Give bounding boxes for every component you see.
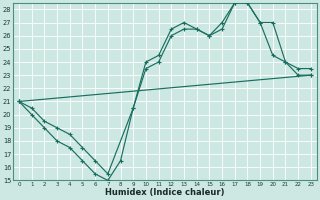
- X-axis label: Humidex (Indice chaleur): Humidex (Indice chaleur): [105, 188, 225, 197]
